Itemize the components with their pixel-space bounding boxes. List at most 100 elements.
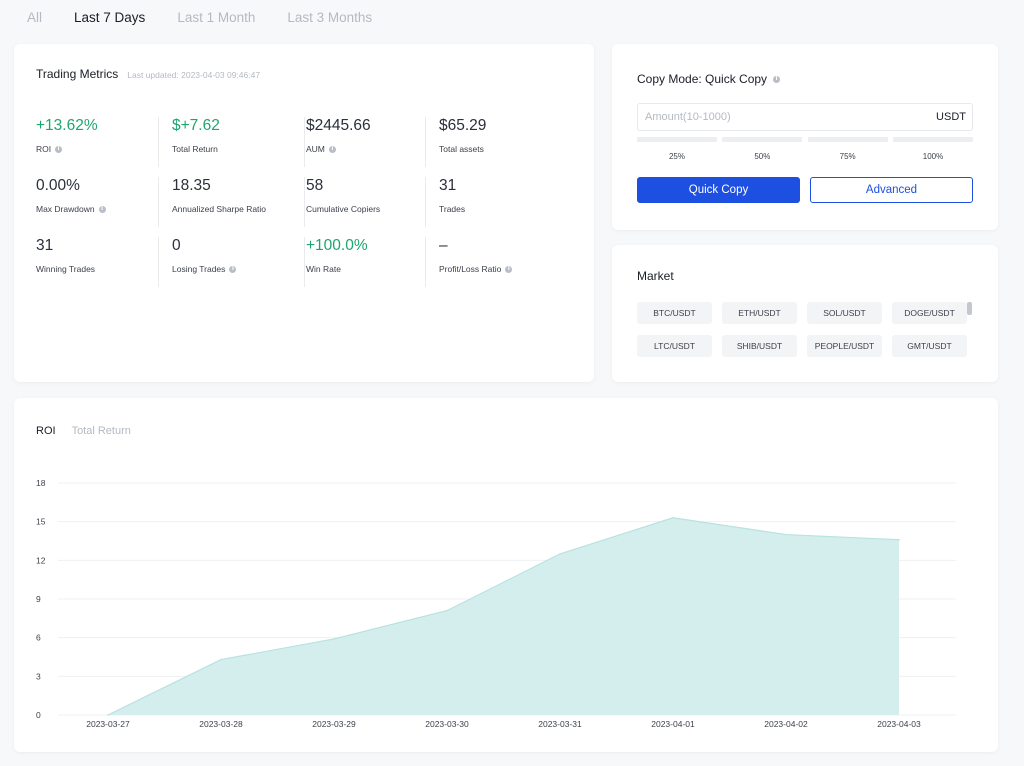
- info-icon[interactable]: i: [229, 265, 237, 273]
- metric-value: 18.35: [172, 177, 211, 194]
- metric-label: Win Rate: [306, 264, 341, 274]
- metric-label-text: Trades: [439, 204, 466, 214]
- percent-selector: 25% 50% 75% 100%: [637, 137, 973, 161]
- roi-point: [220, 658, 222, 661]
- last-updated-text: Last updated: 2023-04-03 09:46:47: [127, 70, 261, 80]
- roi-point: [898, 538, 900, 541]
- amount-unit: USDT: [936, 111, 966, 123]
- metric-value: $+7.62: [172, 117, 220, 134]
- metric-cumulative-copiers: 58 Cumulative Copiers: [304, 177, 438, 227]
- roi-point: [785, 533, 787, 536]
- percent-label: 100%: [922, 152, 944, 161]
- range-tabs: All Last 7 Days Last 1 Month Last 3 Months: [27, 0, 404, 34]
- y-tick-label: 9: [36, 594, 41, 604]
- metric-label: Total Return: [172, 144, 218, 154]
- copy-mode-title: Copy Mode: Quick Copy i: [637, 72, 781, 86]
- percent-bar: [722, 137, 803, 142]
- x-tick-label: 2023-03-28: [199, 719, 243, 729]
- metric-value: +100.0%: [306, 237, 368, 254]
- roi-area: [108, 517, 899, 715]
- metric-label: Losing Trades i: [172, 264, 237, 274]
- roi-point: [107, 714, 109, 716]
- y-tick-label: 18: [36, 478, 46, 488]
- metric-label-text: Profit/Loss Ratio: [439, 264, 502, 274]
- market-card: Market BTC/USDT ETH/USDT SOL/USDT DOGE/USDT…: [612, 245, 998, 382]
- metric-label: Total assets: [439, 144, 484, 154]
- x-tick-label: 2023-03-27: [86, 719, 130, 729]
- metric-max-drawdown: 0.00% Max Drawdown i: [36, 177, 170, 227]
- info-icon[interactable]: i: [328, 145, 336, 153]
- x-tick-label: 2023-04-02: [764, 719, 808, 729]
- metric-value: 31: [36, 237, 54, 254]
- metric-label: Profit/Loss Ratio i: [439, 264, 513, 274]
- chart-tab-total-return[interactable]: Total Return: [71, 425, 131, 437]
- metric-label-text: Total Return: [172, 144, 218, 154]
- market-chip-ltc-usdt[interactable]: LTC/USDT: [637, 335, 712, 357]
- advanced-button[interactable]: Advanced: [810, 177, 973, 203]
- percent-option-50[interactable]: 50%: [722, 137, 803, 161]
- amount-field: USDT: [637, 103, 973, 131]
- metric-value: 58: [306, 177, 324, 194]
- market-chip-people-usdt[interactable]: PEOPLE/USDT: [807, 335, 882, 357]
- percent-option-75[interactable]: 75%: [807, 137, 888, 161]
- range-tab-all[interactable]: All: [27, 9, 43, 25]
- x-tick-label: 2023-03-29: [312, 719, 356, 729]
- market-chip-gmt-usdt[interactable]: GMT/USDT: [892, 335, 967, 357]
- roi-point: [559, 553, 561, 555]
- metric-label-text: Total assets: [439, 144, 484, 154]
- market-chip-btc-usdt[interactable]: BTC/USDT: [637, 302, 712, 324]
- metric-winning-trades: 31 Winning Trades: [36, 237, 170, 287]
- roi-point: [446, 609, 448, 612]
- metric-annualized-sharpe-ratio: 18.35 Annualized Sharpe Ratio: [158, 177, 292, 227]
- market-pairs: BTC/USDT ETH/USDT SOL/USDT DOGE/USDT LTC/USD…: [637, 302, 967, 358]
- metric-profit-loss-ratio: – Profit/Loss Ratio i: [425, 237, 559, 287]
- metrics-header: Trading Metrics Last updated: 2023-04-03…: [36, 67, 260, 81]
- y-tick-label: 3: [36, 671, 41, 681]
- x-tick-label: 2023-03-30: [425, 719, 469, 729]
- metric-losing-trades: 0 Losing Trades i: [158, 237, 292, 287]
- info-icon[interactable]: i: [505, 265, 513, 273]
- percent-bar: [637, 137, 717, 142]
- y-tick-label: 6: [36, 633, 41, 643]
- metric-value: 0.00%: [36, 177, 80, 194]
- market-chip-shib-usdt[interactable]: SHIB/USDT: [722, 335, 797, 357]
- percent-label: 25%: [668, 152, 685, 161]
- range-tab-last-1-month[interactable]: Last 1 Month: [177, 9, 256, 25]
- market-title: Market: [637, 269, 674, 283]
- metric-label: Winning Trades: [36, 264, 95, 274]
- roi-area-chart: 0 3 6 9 12 15 18 2023-03-27 2023-03-28 2023-03-29…: [36, 478, 956, 729]
- amount-input[interactable]: [645, 104, 915, 130]
- metric-label-text: Max Drawdown: [36, 204, 95, 214]
- metric-aum: $2445.66 AUM i: [304, 117, 438, 167]
- x-tick-label: 2023-04-01: [651, 719, 695, 729]
- info-icon[interactable]: i: [98, 205, 106, 213]
- percent-label: 50%: [754, 152, 771, 161]
- market-chip-eth-usdt[interactable]: ETH/USDT: [722, 302, 797, 324]
- x-tick-label: 2023-03-31: [538, 719, 582, 729]
- percent-label: 75%: [839, 152, 856, 161]
- metrics-title: Trading Metrics: [36, 67, 119, 81]
- y-tick-label: 0: [36, 710, 41, 720]
- info-icon[interactable]: i: [55, 145, 63, 153]
- metric-value: $2445.66: [306, 117, 371, 134]
- market-chip-doge-usdt[interactable]: DOGE/USDT: [892, 302, 967, 324]
- chart-tab-roi[interactable]: ROI: [36, 425, 56, 437]
- info-icon[interactable]: i: [773, 75, 781, 83]
- metric-label: Max Drawdown i: [36, 204, 106, 214]
- range-tab-last-7-days[interactable]: Last 7 Days: [74, 9, 146, 25]
- market-scrollbar[interactable]: [967, 302, 972, 315]
- roi-chart-card: 0 3 6 9 12 15 18 2023-03-27 2023-03-28 2023-03-29…: [14, 398, 998, 752]
- y-tick-label: 12: [36, 555, 46, 565]
- metric-value: 31: [439, 177, 457, 194]
- percent-option-100[interactable]: 100%: [892, 137, 973, 161]
- range-tab-last-3-months[interactable]: Last 3 Months: [287, 9, 373, 25]
- metric-value: 0: [172, 237, 181, 254]
- metric-value: $65.29: [439, 117, 487, 134]
- metric-label-text: Winning Trades: [36, 264, 96, 274]
- quick-copy-button[interactable]: Quick Copy: [637, 177, 800, 203]
- metric-roi: +13.62% ROI i: [36, 117, 170, 167]
- percent-option-25[interactable]: 25%: [637, 137, 717, 161]
- metric-label-text: Cumulative Copiers: [306, 204, 381, 214]
- market-chip-sol-usdt[interactable]: SOL/USDT: [807, 302, 882, 324]
- metric-label: Trades: [439, 204, 465, 214]
